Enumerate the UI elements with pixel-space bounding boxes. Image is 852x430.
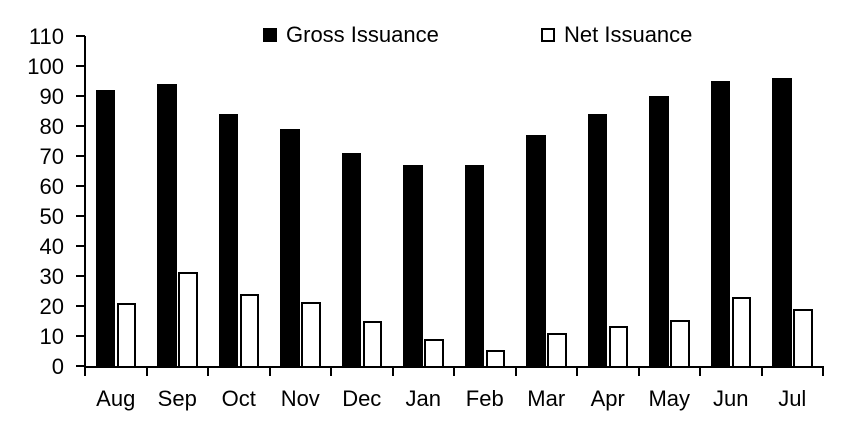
x-tick-mark	[514, 366, 517, 376]
net-issuance-bar-jun	[731, 297, 751, 368]
x-tick-mark	[391, 366, 394, 376]
net-issuance-swatch-icon	[541, 28, 555, 42]
net-issuance-bar-aug	[116, 303, 136, 368]
gross-issuance-swatch-icon	[263, 28, 277, 42]
gross-issuance-bar-feb	[464, 165, 484, 368]
y-tick-label: 90	[39, 84, 64, 109]
y-tick-mark	[76, 35, 85, 37]
legend-item-gross-issuance: Gross Issuance	[263, 24, 439, 46]
net-issuance-bar-dec	[362, 321, 382, 368]
net-issuance-bar-mar	[547, 333, 567, 368]
x-tick-mark	[330, 366, 332, 376]
y-tick-label: 80	[39, 114, 64, 139]
gross-issuance-bar-aug	[95, 90, 115, 368]
y-tick-mark	[76, 65, 85, 67]
x-tick-mark	[84, 366, 86, 376]
net-issuance-bar-nov	[301, 301, 321, 368]
y-tick-mark	[76, 245, 85, 247]
net-issuance-bar-sep	[178, 271, 198, 368]
y-tick-mark	[76, 275, 85, 277]
x-tick-label-aug: Aug	[96, 386, 136, 411]
y-tick-mark	[76, 365, 85, 367]
y-tick-label: 60	[39, 174, 64, 199]
gross-issuance-bar-sep	[157, 84, 177, 368]
y-tick-label: 20	[39, 294, 64, 319]
legend-label-gross-issuance: Gross Issuance	[286, 22, 439, 47]
x-tick-mark	[145, 366, 148, 376]
gross-issuance-bar-dec	[341, 153, 361, 368]
x-tick-label-jan: Jan	[405, 386, 441, 411]
gross-issuance-bar-may	[649, 96, 669, 368]
y-tick-mark	[76, 335, 85, 337]
y-tick-mark	[76, 185, 85, 187]
y-tick-label: 100	[27, 54, 64, 79]
x-tick-mark	[268, 366, 271, 376]
gross-issuance-bar-apr	[587, 114, 607, 368]
net-issuance-bar-oct	[239, 294, 259, 368]
x-tick-mark	[822, 366, 824, 376]
y-tick-mark	[76, 215, 85, 217]
x-tick-label-jul: Jul	[778, 386, 807, 411]
y-axis-line	[84, 36, 86, 368]
gross-issuance-bar-jun	[710, 81, 730, 368]
x-tick-mark	[760, 366, 763, 376]
y-tick-mark	[76, 125, 85, 127]
y-tick-mark	[76, 155, 85, 157]
net-issuance-bar-jul	[793, 309, 813, 368]
y-tick-label: 30	[39, 264, 64, 289]
x-tick-mark	[207, 366, 209, 376]
net-issuance-bar-may	[670, 319, 690, 368]
gross-issuance-bar-mar	[526, 135, 546, 368]
legend-item-net-issuance: Net Issuance	[541, 24, 692, 46]
y-tick-label: 70	[39, 144, 64, 169]
x-tick-mark	[576, 366, 578, 376]
y-tick-label: 10	[39, 324, 64, 349]
y-tick-label: 40	[39, 234, 64, 259]
x-tick-label-dec: Dec	[342, 386, 382, 411]
gross-issuance-bar-nov	[280, 129, 300, 368]
x-tick-label-apr: Apr	[590, 386, 625, 411]
gross-issuance-bar-jul	[772, 78, 792, 368]
x-tick-label-nov: Nov	[280, 386, 320, 411]
net-issuance-bar-apr	[608, 325, 628, 368]
y-tick-label: 50	[39, 204, 64, 229]
x-tick-label-jun: Jun	[713, 386, 749, 411]
x-tick-mark	[699, 366, 701, 376]
y-tick-mark	[76, 95, 85, 97]
gross-issuance-bar-jan	[403, 165, 423, 368]
y-tick-label: 110	[28, 24, 64, 49]
x-tick-label-mar: Mar	[527, 386, 566, 411]
x-tick-mark	[637, 366, 640, 376]
gross-issuance-bar-oct	[218, 114, 238, 368]
net-issuance-bar-jan	[424, 339, 444, 368]
x-tick-label-sep: Sep	[157, 386, 197, 411]
x-tick-label-oct: Oct	[221, 386, 256, 411]
legend-label-net-issuance: Net Issuance	[564, 22, 693, 47]
y-tick-label: 0	[51, 354, 64, 379]
x-tick-mark	[453, 366, 455, 376]
y-tick-mark	[76, 305, 85, 307]
x-tick-label-feb: Feb	[465, 386, 504, 411]
x-tick-label-may: May	[648, 386, 691, 411]
